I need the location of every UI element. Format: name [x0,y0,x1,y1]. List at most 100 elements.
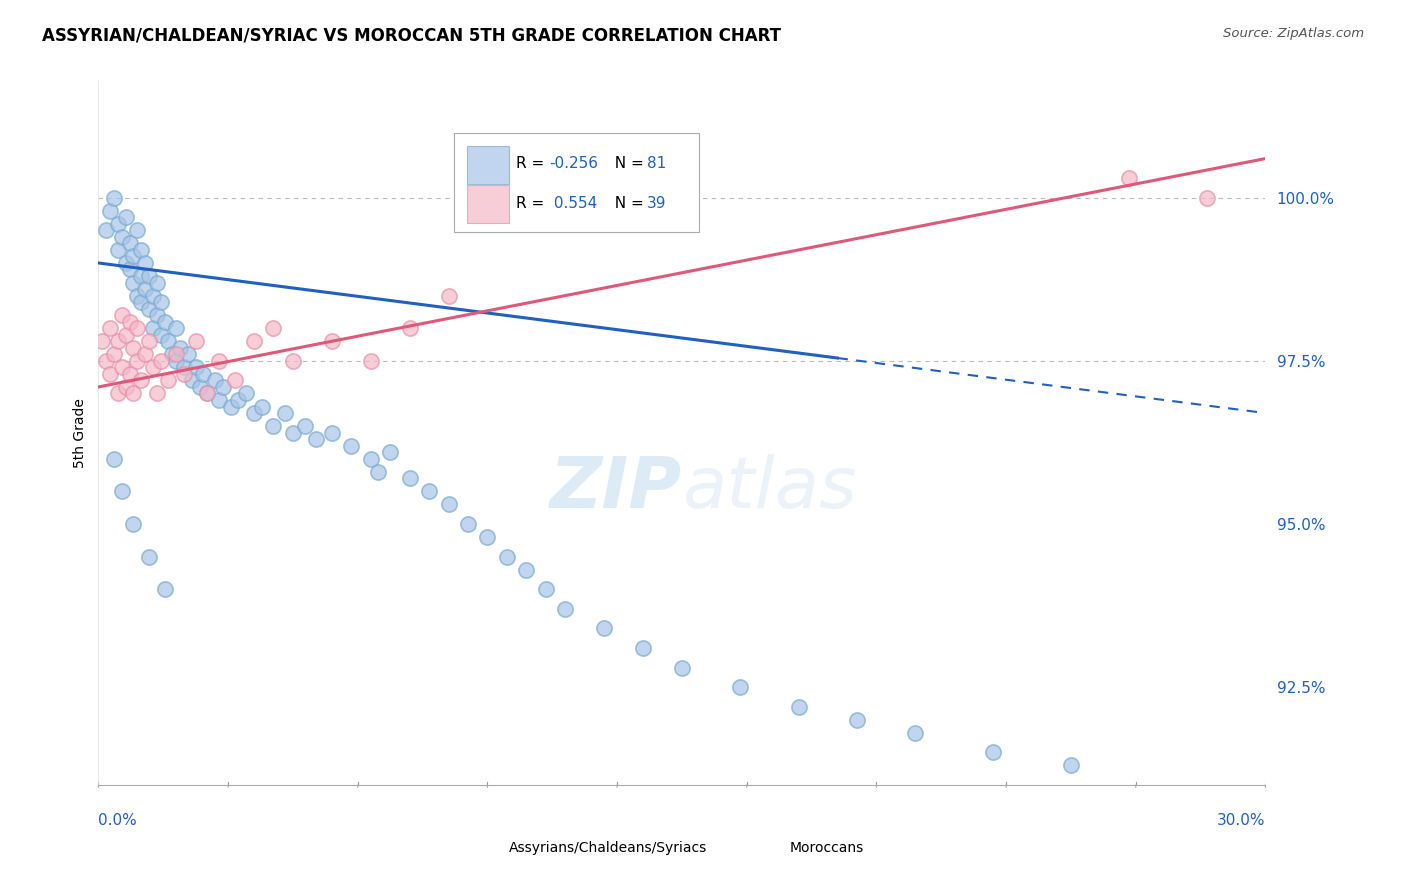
Point [98,321,121,335]
Point [146,308,169,322]
Point [138,549,160,564]
Point [118,236,141,251]
Point [554,601,576,615]
Point [122,249,145,263]
Point [243,334,266,349]
Point [111,360,134,375]
Point [457,516,479,531]
Point [134,347,156,361]
Point [173,367,195,381]
Point [418,484,440,499]
Point [107,334,129,349]
Point [103,451,125,466]
Point [142,321,165,335]
Point [114,256,136,270]
Point [157,373,180,387]
Point [281,425,304,440]
Point [631,640,654,655]
Point [184,334,207,349]
Point [118,367,141,381]
Point [103,191,125,205]
Point [294,419,316,434]
Point [129,243,152,257]
Point [114,380,136,394]
Point [274,406,297,420]
Point [107,217,129,231]
Point [235,386,257,401]
Point [380,445,402,459]
Y-axis label: 5th Grade: 5th Grade [73,398,87,467]
Point [219,400,242,414]
Point [360,354,382,368]
Point [146,386,169,401]
Point [149,295,172,310]
Text: 30.0%: 30.0% [1218,814,1265,828]
FancyBboxPatch shape [454,133,699,232]
Point [142,288,165,302]
Point [224,373,246,387]
Point [208,392,231,407]
Text: atlas: atlas [682,455,856,524]
FancyBboxPatch shape [467,145,509,184]
Point [212,380,235,394]
Point [243,406,266,420]
Text: Source: ZipAtlas.com: Source: ZipAtlas.com [1223,27,1364,40]
Point [127,223,149,237]
Point [477,530,499,544]
Point [398,321,420,335]
Point [281,354,304,368]
Point [262,321,284,335]
Point [153,582,176,597]
Text: N =: N = [605,156,648,171]
Point [321,425,343,440]
Point [153,315,176,329]
Point [845,713,868,727]
Point [107,386,129,401]
Point [165,347,187,361]
Point [127,288,149,302]
Text: ASSYRIAN/CHALDEAN/SYRIAC VS MOROCCAN 5TH GRADE CORRELATION CHART: ASSYRIAN/CHALDEAN/SYRIAC VS MOROCCAN 5TH… [42,27,782,45]
Point [593,621,616,635]
Point [904,725,927,739]
Point [188,380,211,394]
Point [134,256,156,270]
Point [138,301,160,316]
Point [193,367,215,381]
Point [305,432,328,446]
Point [129,373,152,387]
Text: Assyrians/Chaldeans/Syriacs: Assyrians/Chaldeans/Syriacs [509,841,707,855]
Point [1060,758,1083,772]
Point [111,484,134,499]
Point [437,497,460,511]
Point [398,471,420,485]
Point [149,354,172,368]
Point [118,315,141,329]
Point [98,367,121,381]
Point [114,327,136,342]
Point [534,582,557,597]
Point [134,282,156,296]
Point [138,334,160,349]
FancyBboxPatch shape [467,185,509,223]
Point [437,288,460,302]
Point [671,660,693,674]
Point [122,516,145,531]
Point [208,354,231,368]
Point [142,360,165,375]
Point [122,341,145,355]
Point [122,386,145,401]
Point [165,321,187,335]
Point [262,419,284,434]
Point [149,327,172,342]
FancyBboxPatch shape [749,838,783,858]
Point [107,243,129,257]
Point [118,262,141,277]
Text: R =: R = [516,156,550,171]
Text: -0.256: -0.256 [548,156,598,171]
Point [157,334,180,349]
Point [184,360,207,375]
Point [360,451,382,466]
Point [111,230,134,244]
Point [981,745,1004,759]
Text: Moroccans: Moroccans [789,841,863,855]
